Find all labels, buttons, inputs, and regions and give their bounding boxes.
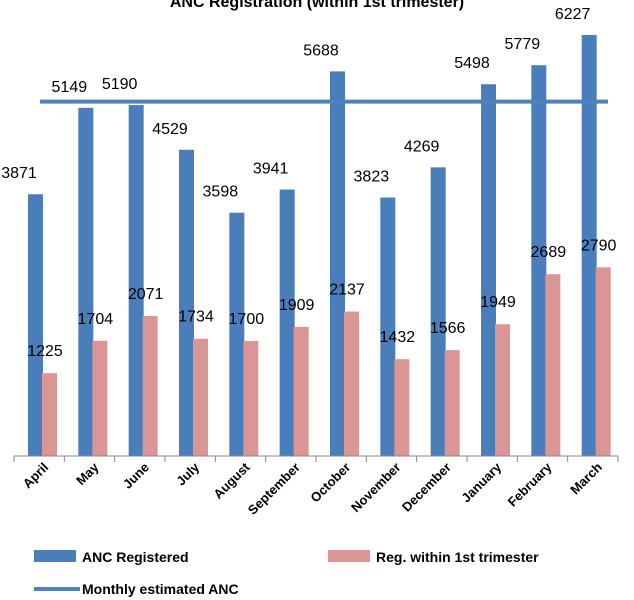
x-tick-label-april: April [20, 460, 52, 492]
data-label-anc-registered-june: 5190 [102, 76, 138, 93]
bar-first-trimester-may [92, 340, 108, 456]
data-label-anc-registered-october: 5688 [303, 42, 339, 59]
bar-first-trimester-august [243, 341, 259, 456]
bar-anc-registered-december [430, 167, 446, 456]
data-label-anc-registered-july: 4529 [152, 121, 188, 138]
data-label-first-trimester-march: 2790 [581, 237, 617, 254]
legend: ANC Registered Reg. within 1st trimester M… [34, 549, 539, 597]
legend-label-anc-registered: ANC Registered [82, 549, 189, 565]
legend-label-first-trimester: Reg. within 1st trimester [376, 549, 539, 565]
x-tick-label-july: July [173, 459, 203, 489]
data-label-first-trimester-february: 2689 [531, 244, 567, 261]
data-label-first-trimester-july: 1734 [178, 309, 214, 326]
x-tick-label-january: January [458, 459, 504, 505]
bar-first-trimester-june [142, 315, 158, 456]
x-tick-label-december: December [399, 460, 454, 515]
bar-anc-registered-january [481, 84, 496, 457]
data-label-anc-registered-august: 3598 [203, 184, 239, 201]
data-label-first-trimester-june: 2071 [128, 286, 164, 303]
data-label-anc-registered-december: 4269 [404, 138, 440, 155]
x-tick-label-september: September [245, 460, 303, 518]
x-tick-label-november: November [348, 460, 404, 516]
legend-swatch-anc-registered [34, 550, 76, 562]
bar-first-trimester-november [394, 359, 410, 456]
data-label-anc-registered-may: 5149 [52, 79, 88, 96]
data-label-first-trimester-september: 1909 [279, 297, 315, 314]
data-label-first-trimester-january: 1949 [480, 294, 516, 311]
bar-anc-registered-october [330, 71, 345, 456]
bar-first-trimester-april [42, 373, 57, 456]
data-label-first-trimester-april: 1225 [27, 343, 63, 360]
x-tick-label-february: February [505, 459, 555, 509]
data-label-anc-registered-february: 5779 [505, 36, 541, 53]
bar-anc-registered-june [128, 105, 144, 457]
data-label-anc-registered-november: 3823 [354, 168, 390, 185]
bar-first-trimester-october [344, 311, 359, 456]
data-label-first-trimester-august: 1700 [229, 311, 265, 328]
bar-anc-registered-march [581, 34, 597, 457]
bar-first-trimester-september [293, 326, 309, 456]
x-tick-label-october: October [307, 460, 353, 506]
chart-title: ANC Registration (within 1st trimester) [170, 0, 464, 11]
bars-group [28, 34, 611, 457]
bar-first-trimester-february [545, 274, 561, 456]
data-labels: 3871 1225 5149 1704 5190 2071 4529 1734 3598 1700… [1, 6, 616, 360]
legend-label-monthly-estimated: Monthly estimated ANC [82, 581, 239, 597]
data-label-first-trimester-december: 1566 [430, 320, 466, 337]
x-tick-label-march: March [567, 459, 605, 497]
bar-anc-registered-february [531, 65, 547, 456]
bar-first-trimester-march [595, 267, 611, 456]
bar-anc-registered-november [380, 197, 396, 457]
bar-first-trimester-december [444, 350, 460, 456]
bar-anc-registered-july [179, 149, 194, 456]
bar-anc-registered-april [28, 194, 43, 456]
legend-swatch-first-trimester [328, 550, 370, 562]
data-label-anc-registered-march: 6227 [555, 6, 591, 23]
data-label-anc-registered-april: 3871 [1, 165, 37, 182]
data-label-anc-registered-september: 3941 [253, 161, 289, 178]
data-label-first-trimester-november: 1432 [380, 329, 416, 346]
data-label-first-trimester-october: 2137 [329, 281, 365, 298]
bar-anc-registered-may [78, 107, 94, 456]
x-tick-label-may: May [73, 459, 102, 488]
data-label-first-trimester-may: 1704 [78, 311, 114, 328]
bar-first-trimester-january [495, 324, 510, 456]
bar-anc-registered-september [279, 189, 295, 456]
bar-anc-registered-august [229, 212, 245, 456]
data-label-anc-registered-january: 5498 [454, 55, 490, 72]
x-tick-label-june: June [120, 460, 152, 492]
x-tick-label-august: August [210, 459, 253, 502]
bar-first-trimester-july [193, 338, 208, 456]
